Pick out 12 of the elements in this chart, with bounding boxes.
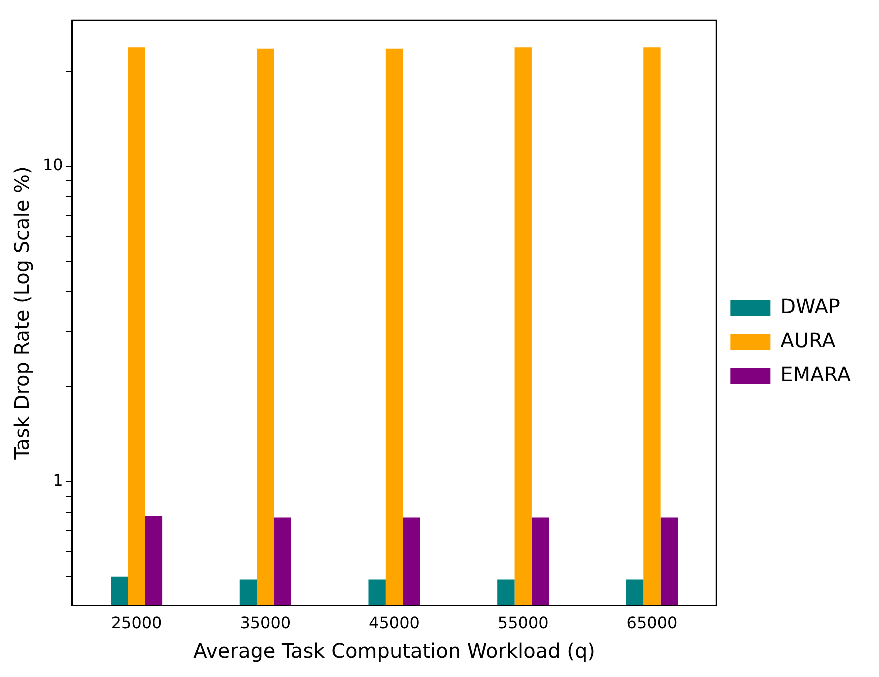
x-axis-title: Average Task Computation Workload (q): [194, 639, 596, 664]
legend-label: EMARA: [780, 362, 852, 387]
y-tick-label: 10: [43, 156, 64, 175]
y-tick-label: 1: [53, 471, 64, 490]
x-tick-label: 25000: [111, 614, 162, 633]
x-tick-label: 45000: [369, 614, 420, 633]
y-axis-title: Task Drop Rate (Log Scale %): [10, 166, 34, 461]
x-tick-label: 65000: [626, 614, 678, 633]
legend-label: DWAP: [780, 294, 840, 319]
x-tick-label: 55000: [498, 614, 549, 633]
x-tick-label: 35000: [240, 614, 292, 633]
legend-label: AURA: [780, 328, 836, 353]
